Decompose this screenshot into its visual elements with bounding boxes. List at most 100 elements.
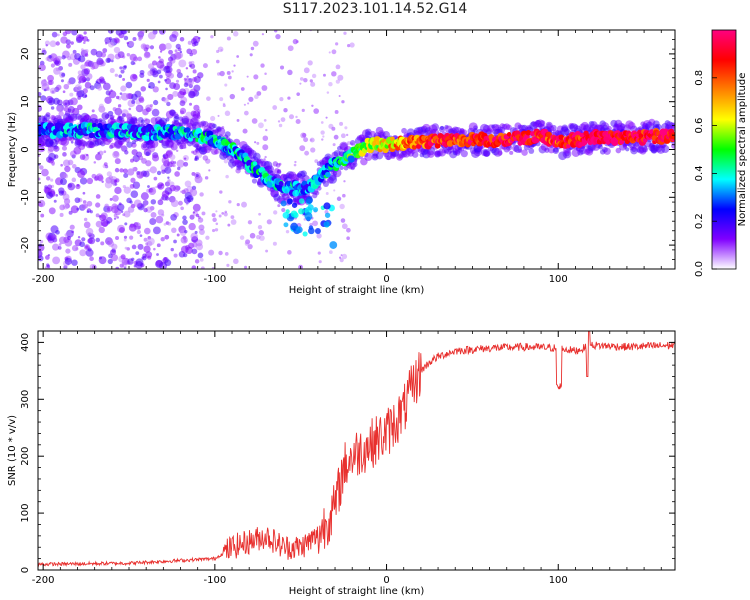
spectrogram-halo	[140, 119, 145, 124]
spectrogram-speckle	[112, 107, 117, 112]
spectrogram-speckle	[95, 202, 101, 208]
spectrogram-speckle	[257, 225, 263, 230]
spectrogram-speckle	[211, 228, 216, 233]
spectrogram-speckle	[122, 168, 128, 174]
spectrogram-speckle	[189, 102, 193, 106]
spectrogram-speckle	[256, 91, 262, 96]
spectrogram-speckle	[50, 178, 54, 182]
spectrogram-speckle	[102, 48, 108, 53]
spectrogram-speckle	[169, 154, 176, 160]
snr-x-tick-label: 0	[383, 575, 389, 586]
spectrogram-speckle	[130, 60, 135, 66]
spectrogram-speckle	[159, 50, 163, 53]
spectrogram-speckle	[193, 104, 200, 111]
spectrogram-y-tick-label: 0	[20, 146, 31, 152]
spectrogram-speckle	[176, 233, 180, 237]
spectrogram-speckle	[67, 80, 72, 85]
spectrogram-ridge-point	[325, 171, 331, 178]
spectrogram-speckle	[113, 46, 121, 54]
spectrogram-speckle	[328, 123, 334, 129]
spectrogram-speckle	[261, 33, 265, 36]
spectrogram-speckle	[256, 234, 261, 240]
spectrogram-branch-point	[283, 222, 289, 228]
spectrogram-speckle	[123, 186, 131, 194]
snr-y-tick-label: 200	[20, 447, 31, 466]
spectrogram-speckle	[86, 177, 94, 185]
spectrogram-speckle	[113, 179, 118, 184]
spectrogram-speckle	[63, 173, 69, 179]
spectrogram-halo	[550, 124, 557, 131]
spectrogram-speckle	[104, 203, 109, 209]
spectrogram-speckle	[68, 210, 73, 215]
spectrogram-speckle	[118, 227, 125, 233]
spectrogram-speckle	[106, 171, 112, 177]
spectrogram-ridge-point	[434, 142, 441, 149]
spectrogram-speckle	[95, 220, 103, 228]
spectrogram-speckle	[334, 110, 339, 114]
spectrogram-speckle	[126, 41, 130, 45]
spectrogram-speckle	[77, 104, 83, 111]
spectrogram-speckle	[156, 243, 161, 248]
spectrogram-speckle	[194, 156, 200, 161]
spectrogram-halo	[352, 162, 358, 168]
spectrogram-halo	[130, 116, 138, 125]
spectrogram-speckle	[323, 73, 326, 77]
spectrogram-speckle	[307, 60, 313, 66]
spectrogram-ridge-point	[252, 161, 258, 166]
spectrogram-speckle	[123, 35, 129, 41]
spectrogram-speckle	[103, 162, 108, 167]
spectrogram-speckle	[98, 226, 105, 234]
spectrogram-speckle	[120, 210, 124, 213]
spectrogram-x-axis-label: Height of straight line (km)	[289, 285, 425, 296]
spectrogram-speckle	[159, 198, 163, 202]
spectrogram-speckle	[173, 253, 178, 258]
spectrogram-speckle	[71, 245, 79, 252]
spectrogram-speckle	[164, 181, 171, 187]
spectrogram-branch-point	[324, 212, 331, 218]
spectrogram-speckle	[165, 87, 168, 91]
spectrogram-halo	[521, 149, 528, 156]
spectrogram-speckle	[70, 205, 79, 214]
snr-y-axis-label: SNR (10 * v/v)	[7, 415, 18, 486]
snr-x-tick-label: -200	[32, 575, 55, 586]
spectrogram-speckle	[59, 212, 64, 217]
spectrogram-speckle	[244, 110, 249, 116]
spectrogram-speckle	[191, 265, 197, 269]
spectrogram-speckle	[59, 178, 67, 186]
spectrogram-speckle	[135, 105, 142, 111]
spectrogram-speckle	[241, 201, 247, 208]
spectrogram-speckle	[339, 121, 344, 126]
spectrogram-speckle	[164, 166, 172, 174]
spectrogram-speckle	[320, 121, 324, 124]
spectrogram-speckle	[104, 96, 112, 104]
spectrogram-speckle	[236, 119, 240, 122]
spectrogram-halo	[124, 137, 130, 143]
spectrogram-speckle	[215, 222, 219, 226]
spectrogram-speckle	[45, 44, 48, 47]
spectrogram-speckle	[179, 107, 187, 115]
spectrogram-speckle	[339, 258, 344, 263]
spectrogram-speckle	[340, 133, 346, 139]
spectrogram-speckle	[221, 211, 225, 215]
spectrogram-speckle	[115, 236, 120, 240]
spectrogram-speckle	[135, 258, 144, 267]
spectrogram-speckle	[192, 203, 201, 212]
spectrogram-speckle	[296, 92, 301, 96]
spectrogram-speckle	[219, 70, 225, 77]
spectrogram-speckle	[95, 237, 101, 243]
spectrogram-speckle	[232, 31, 239, 37]
spectrogram-speckle	[333, 189, 336, 192]
spectrogram-speckle	[51, 234, 57, 240]
spectrogram-speckle	[69, 224, 75, 230]
spectrogram-speckle	[299, 145, 306, 152]
spectrogram-speckle	[107, 240, 115, 247]
spectrogram-speckle	[170, 163, 175, 167]
spectrogram-speckle	[135, 251, 140, 256]
spectrogram-speckle	[76, 89, 85, 98]
spectrogram-speckle	[128, 223, 137, 232]
spectrogram-speckle	[273, 210, 278, 215]
spectrogram-speckle	[53, 67, 61, 75]
spectrogram-speckle	[120, 254, 126, 260]
spectrogram-speckle	[310, 81, 316, 87]
